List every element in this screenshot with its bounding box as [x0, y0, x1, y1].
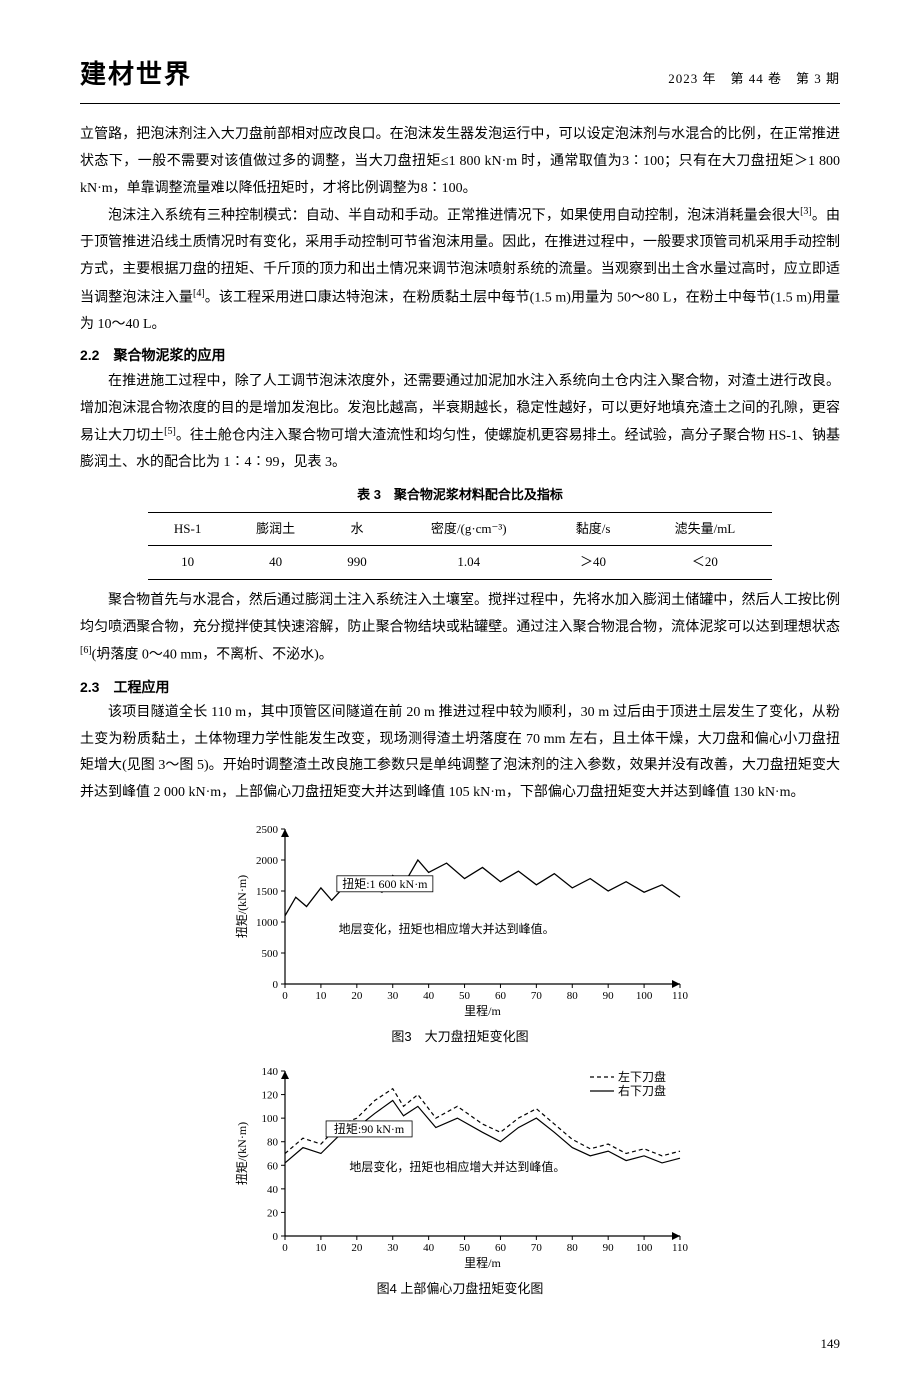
svg-text:10: 10	[315, 990, 327, 1002]
svg-text:地层变化，扭矩也相应增大并达到峰值。: 地层变化，扭矩也相应增大并达到峰值。	[349, 1159, 565, 1174]
svg-text:40: 40	[423, 1242, 435, 1254]
svg-text:100: 100	[636, 990, 653, 1002]
svg-text:扭矩:1 600 kN·m: 扭矩:1 600 kN·m	[342, 876, 428, 890]
table3-row: 10 40 990 1.04 ＞40 ＜20	[148, 546, 771, 580]
svg-text:右下刀盘: 右下刀盘	[618, 1083, 666, 1098]
svg-text:1000: 1000	[256, 917, 279, 929]
svg-text:80: 80	[567, 1242, 579, 1254]
journal-name: 建材世界	[80, 50, 192, 99]
svg-text:80: 80	[267, 1137, 279, 1149]
svg-text:500: 500	[262, 948, 279, 960]
svg-text:左下刀盘: 左下刀盘	[618, 1069, 666, 1084]
paragraph-2: 泡沫注入系统有三种控制模式：自动、半自动和手动。正常推进情况下，如果使用自动控制…	[80, 202, 840, 338]
ref-6: [6]	[80, 645, 92, 656]
svg-text:50: 50	[459, 1242, 471, 1254]
svg-text:1500: 1500	[256, 886, 279, 898]
svg-text:80: 80	[567, 990, 579, 1002]
svg-text:地层变化，扭矩也相应增大并达到峰值。: 地层变化，扭矩也相应增大并达到峰值。	[339, 921, 555, 936]
svg-text:20: 20	[351, 990, 363, 1002]
section-2-3: 2.3 工程应用	[80, 674, 840, 701]
svg-text:0: 0	[273, 1231, 279, 1243]
svg-text:70: 70	[531, 1242, 543, 1254]
svg-text:40: 40	[423, 990, 435, 1002]
page-header: 建材世界 2023 年 第 44 卷 第 3 期	[80, 50, 840, 104]
svg-text:2000: 2000	[256, 855, 279, 867]
th-0: HS-1	[148, 512, 226, 546]
svg-text:60: 60	[495, 1242, 507, 1254]
svg-text:30: 30	[387, 1242, 399, 1254]
ref-5: [5]	[164, 426, 176, 437]
paragraph-5: 该项目隧道全长 110 m，其中顶管区间隧道在前 20 m 推进过程中较为顺利，…	[80, 700, 840, 806]
chart-4: 0 10 20 30 40 50 60 70 80 90 100 110 0 20 40 60 80 100 120…	[230, 1061, 690, 1271]
section-2-2: 2.2 聚合物泥浆的应用	[80, 342, 840, 369]
p3b: 。往土舱仓内注入聚合物可增大渣流性和均匀性，使螺旋机更容易排土。经试验，高分子聚…	[80, 429, 840, 471]
table-3: HS-1 膨润土 水 密度/(g·cm⁻³) 黏度/s 滤失量/mL 10 40…	[148, 512, 771, 580]
svg-text:40: 40	[267, 1184, 279, 1196]
paragraph-4: 聚合物首先与水混合，然后通过膨润土注入系统注入土壤室。搅拌过程中，先将水加入膨润…	[80, 588, 840, 669]
svg-text:110: 110	[672, 990, 689, 1002]
svg-text:扭矩/(kN·m): 扭矩/(kN·m)	[235, 1122, 249, 1185]
td-3: 1.04	[390, 546, 548, 580]
th-1: 膨润土	[227, 512, 325, 546]
svg-text:扭矩:90 kN·m: 扭矩:90 kN·m	[334, 1122, 405, 1136]
table3-header-row: HS-1 膨润土 水 密度/(g·cm⁻³) 黏度/s 滤失量/mL	[148, 512, 771, 546]
issue-info: 2023 年 第 44 卷 第 3 期	[668, 67, 840, 92]
td-4: ＞40	[548, 546, 638, 580]
th-3: 密度/(g·cm⁻³)	[390, 512, 548, 546]
chart-3: 0 10 20 30 40 50 60 70 80 90 100 110 500 1000 1500 2000…	[230, 819, 690, 1019]
paragraph-3: 在推进施工过程中，除了人工调节泡沫浓度外，还需要通过加泥加水注入系统向土仓内注入…	[80, 369, 840, 477]
page-number: 149	[80, 1332, 840, 1357]
table3-caption: 表 3 聚合物泥浆材料配合比及指标	[80, 483, 840, 508]
svg-text:120: 120	[262, 1090, 279, 1102]
svg-text:0: 0	[273, 979, 279, 991]
ref-3: [3]	[800, 206, 812, 217]
ref-4: [4]	[193, 288, 205, 299]
th-4: 黏度/s	[548, 512, 638, 546]
p4b: (坍落度 0～40 mm，不离析、不泌水)。	[92, 648, 333, 663]
svg-text:扭矩/(kN·m): 扭矩/(kN·m)	[235, 874, 249, 937]
svg-text:60: 60	[267, 1161, 279, 1173]
td-2: 990	[324, 546, 389, 580]
svg-text:70: 70	[531, 990, 543, 1002]
svg-text:90: 90	[603, 1242, 615, 1254]
svg-text:90: 90	[603, 990, 615, 1002]
svg-text:里程/m: 里程/m	[464, 1003, 501, 1018]
svg-text:20: 20	[267, 1208, 279, 1220]
th-2: 水	[324, 512, 389, 546]
svg-text:0: 0	[282, 1242, 288, 1254]
paragraph-1: 立管路，把泡沫剂注入大刀盘前部相对应改良口。在泡沫发生器发泡运行中，可以设定泡沫…	[80, 122, 840, 202]
td-1: 40	[227, 546, 325, 580]
svg-text:10: 10	[315, 1242, 327, 1254]
th-5: 滤失量/mL	[638, 512, 771, 546]
svg-text:20: 20	[351, 1242, 363, 1254]
td-5: ＜20	[638, 546, 771, 580]
fig4-caption: 图4 上部偏心刀盘扭矩变化图	[80, 1277, 840, 1302]
svg-text:2500: 2500	[256, 824, 279, 836]
svg-text:0: 0	[282, 990, 288, 1002]
svg-text:里程/m: 里程/m	[464, 1255, 501, 1270]
svg-text:140: 140	[262, 1066, 279, 1078]
svg-text:100: 100	[262, 1113, 279, 1125]
td-0: 10	[148, 546, 226, 580]
svg-text:60: 60	[495, 990, 507, 1002]
svg-text:30: 30	[387, 990, 399, 1002]
fig3-caption: 图3 大刀盘扭矩变化图	[80, 1025, 840, 1050]
svg-text:100: 100	[636, 1242, 653, 1254]
svg-text:50: 50	[459, 990, 471, 1002]
p2a: 泡沫注入系统有三种控制模式：自动、半自动和手动。正常推进情况下，如果使用自动控制…	[108, 209, 800, 224]
svg-text:110: 110	[672, 1242, 689, 1254]
p4a: 聚合物首先与水混合，然后通过膨润土注入系统注入土壤室。搅拌过程中，先将水加入膨润…	[80, 593, 840, 635]
